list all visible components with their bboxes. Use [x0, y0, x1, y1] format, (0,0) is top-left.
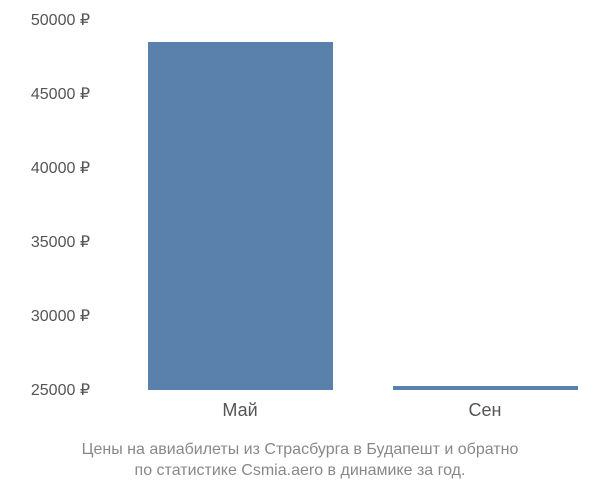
chart-caption: Цены на авиабилеты из Страсбурга в Будап… [0, 440, 600, 482]
y-tick-label: 40000 ₽ [31, 158, 90, 178]
y-tick-label: 50000 ₽ [31, 10, 90, 30]
x-tick-label: Май [222, 400, 257, 421]
bar [148, 42, 333, 390]
plot-area [100, 20, 580, 390]
y-tick-label: 45000 ₽ [31, 84, 90, 104]
y-tick-label: 35000 ₽ [31, 232, 90, 252]
caption-line1: Цены на авиабилеты из Страсбурга в Будап… [82, 441, 519, 458]
y-tick-label: 30000 ₽ [31, 306, 90, 326]
x-tick-label: Сен [469, 400, 502, 421]
bar [393, 386, 578, 390]
caption-line2: по статистике Csmia.aero в динамике за г… [135, 462, 466, 479]
y-tick-label: 25000 ₽ [31, 380, 90, 400]
